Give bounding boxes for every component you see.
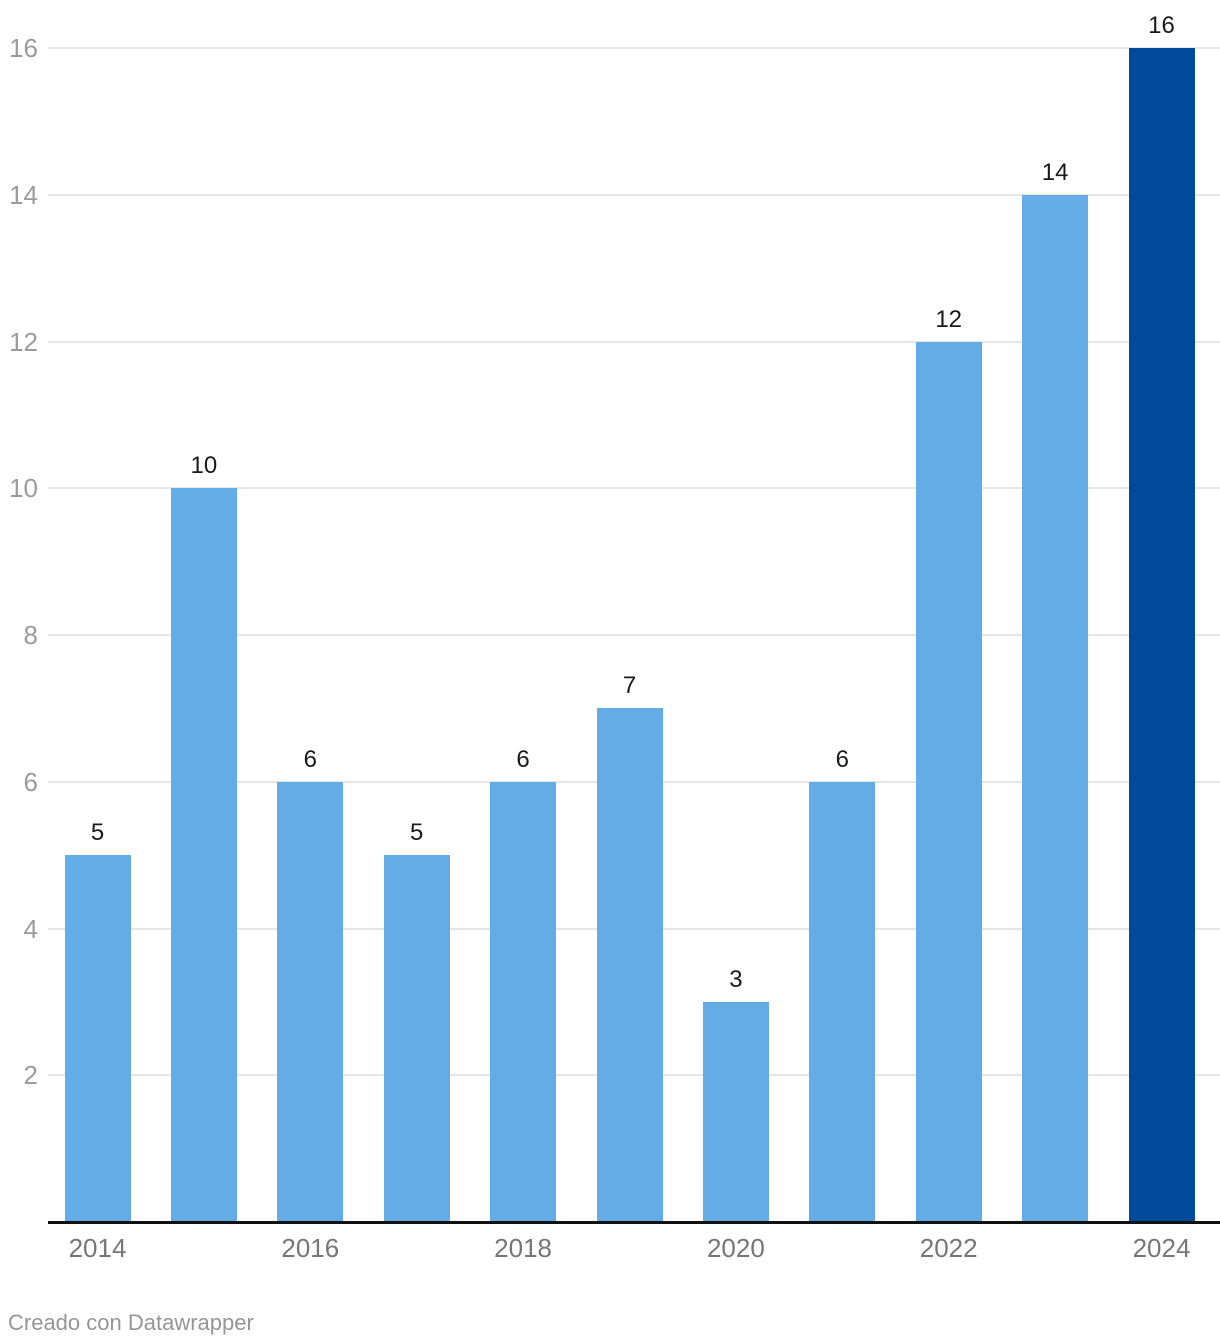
value-label-2024: 16	[1148, 12, 1175, 39]
bar-2016	[277, 781, 344, 1222]
y-axis-labels: 2 4 6 8 10 12 14 16	[9, 33, 38, 1091]
bar-2022	[915, 341, 982, 1222]
x-tick-label-2022: 2022	[919, 1233, 978, 1263]
value-label-2023: 14	[1041, 158, 1069, 186]
x-axis-line	[48, 1221, 1220, 1224]
value-label-2020: 3	[729, 965, 743, 993]
value-label-2021: 6	[835, 745, 849, 773]
gridline-14	[48, 193, 1220, 196]
gridline-12	[48, 340, 1220, 343]
value-label-2018: 6	[516, 745, 530, 773]
y-tick-label-16: 16	[9, 33, 38, 63]
footer-attribution: Creado con Datawrapper	[8, 1310, 254, 1335]
y-tick-label-4: 4	[23, 913, 38, 944]
x-tick-label-2018: 2018	[494, 1233, 553, 1263]
value-label-2014: 5	[90, 819, 105, 847]
x-tick-label-2014: 2014	[68, 1233, 127, 1263]
y-tick-label-10: 10	[9, 473, 38, 504]
y-tick-label-14: 14	[9, 179, 38, 210]
x-tick-label-2016: 2016	[281, 1233, 340, 1263]
y-tick-label-2: 2	[23, 1060, 38, 1091]
value-label-2019: 7	[622, 672, 637, 700]
bar-2019	[596, 708, 663, 1222]
bar-2021	[809, 781, 876, 1222]
bar-2014	[64, 855, 131, 1222]
value-label-2016: 6	[303, 745, 317, 773]
bar-2024	[1128, 48, 1195, 1222]
bar-2017	[383, 855, 450, 1222]
bar-2015	[170, 488, 237, 1222]
y-tick-label-8: 8	[23, 620, 38, 650]
plot-area: 2 4 6 8 10 12 14 16 5 10 6 5 6 7 3 6 12 14 16	[9, 12, 1220, 1224]
bar-2023	[1022, 194, 1089, 1222]
value-label-2017: 5	[410, 819, 424, 847]
x-tick-label-2024: 2024	[1132, 1233, 1191, 1263]
gridline-16	[48, 47, 1220, 49]
bar-2018	[490, 781, 557, 1222]
bars-layer	[64, 48, 1195, 1222]
y-tick-label-12: 12	[9, 326, 38, 357]
value-labels-layer: 5 10 6 5 6 7 3 6 12 14 16	[90, 12, 1175, 993]
y-tick-label-6: 6	[23, 766, 38, 797]
gridline-10	[48, 487, 1220, 490]
x-tick-label-2020: 2020	[706, 1233, 765, 1263]
gridline-8	[48, 634, 1220, 636]
bar-2020	[702, 1001, 769, 1222]
value-label-2022: 12	[935, 305, 963, 333]
value-label-2015: 10	[190, 452, 218, 480]
